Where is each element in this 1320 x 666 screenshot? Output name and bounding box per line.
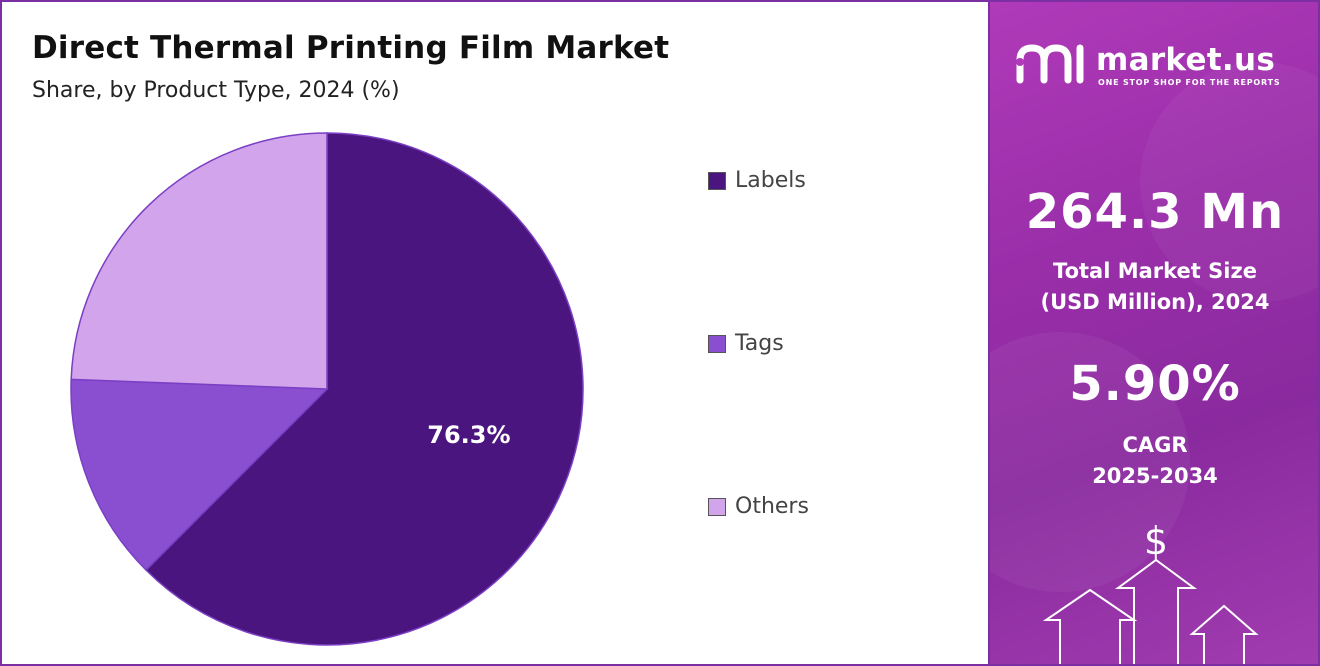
- legend-label-others: Others: [735, 494, 809, 519]
- legend-item-others: Others: [708, 494, 809, 519]
- legend-item-tags: Tags: [708, 331, 784, 356]
- growth-arrows-icon: $: [1042, 519, 1259, 664]
- chart-title: Direct Thermal Printing Film Market: [32, 30, 670, 66]
- brand-tagline: ONE STOP SHOP FOR THE REPORTS: [1098, 78, 1281, 87]
- legend-swatch-others: [708, 497, 726, 516]
- market-size-label-line2: (USD Million), 2024: [1040, 290, 1270, 314]
- pie-slice-tags: [70, 378, 329, 572]
- pie-chart: 76.3%: [70, 132, 584, 646]
- summary-panel: market.us ONE STOP SHOP FOR THE REPORTS …: [988, 2, 1318, 664]
- pie-slice-labels: [144, 132, 584, 646]
- legend-swatch-labels: [708, 171, 726, 190]
- chart-legend: Labels Tags Others: [708, 2, 978, 664]
- dollar-sign: $: [1144, 519, 1168, 563]
- legend-swatch-tags: [708, 334, 726, 353]
- market-size-value: 264.3 Mn: [1025, 184, 1285, 240]
- data-label-labels: 76.3%: [427, 421, 510, 449]
- background-circle: [1140, 62, 1318, 302]
- legend-label-labels: Labels: [735, 168, 806, 193]
- cagr-period: 2025-2034: [1092, 464, 1218, 488]
- pie-slice-others: [70, 132, 328, 390]
- chart-panel: Direct Thermal Printing Film Market Shar…: [2, 2, 988, 664]
- legend-label-tags: Tags: [735, 331, 784, 356]
- market-size-label-line1: Total Market Size: [1053, 259, 1257, 283]
- legend-item-labels: Labels: [708, 168, 806, 193]
- market-us-logo-icon: [1016, 44, 1084, 84]
- background-circle: [990, 332, 1190, 592]
- cagr-label: CAGR: [1122, 433, 1188, 457]
- brand-name: market.us: [1096, 42, 1276, 78]
- cagr-value: 5.90%: [1069, 356, 1241, 412]
- brand-logo-block: market.us ONE STOP SHOP FOR THE REPORTS: [1014, 40, 1314, 100]
- chart-subtitle: Share, by Product Type, 2024 (%): [32, 78, 400, 103]
